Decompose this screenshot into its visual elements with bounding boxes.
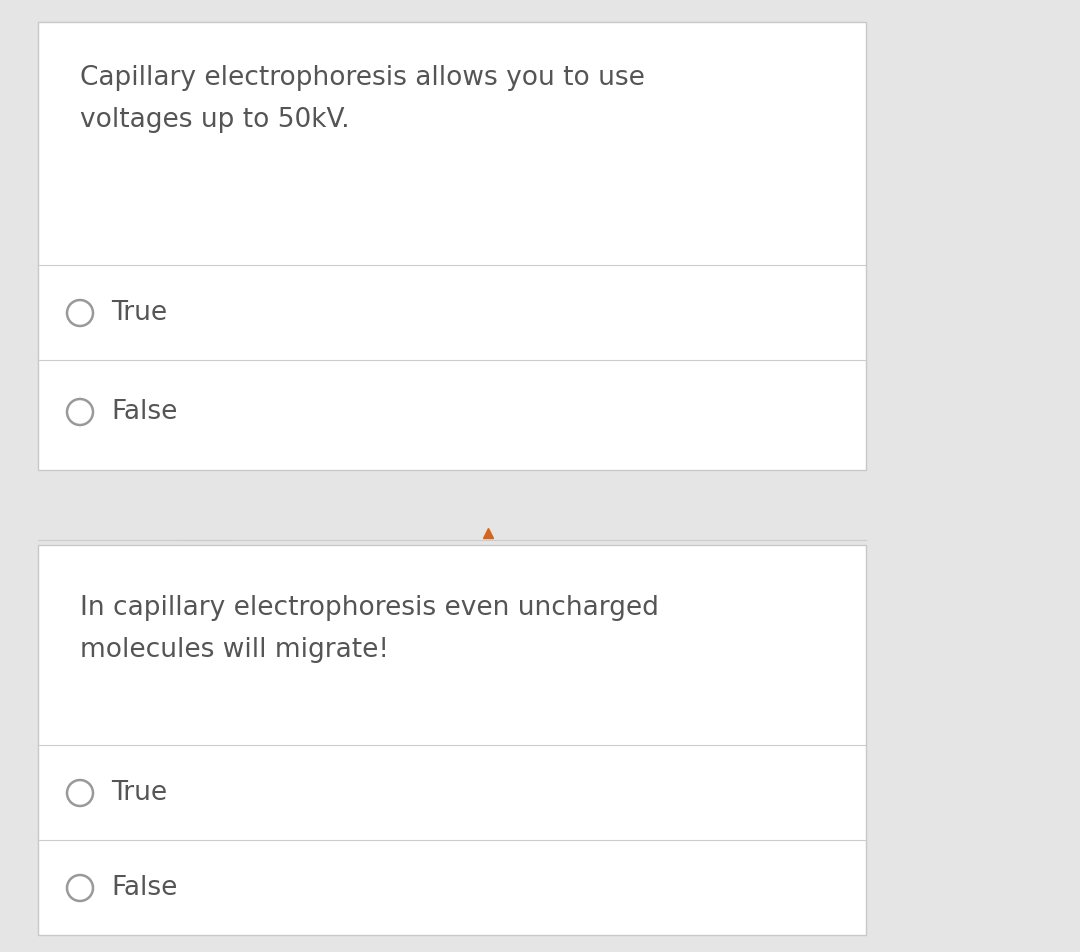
Text: False: False [111,875,177,901]
FancyBboxPatch shape [38,22,866,470]
Text: True: True [111,780,167,806]
Text: In capillary electrophoresis even uncharged
molecules will migrate!: In capillary electrophoresis even unchar… [80,595,659,663]
Text: True: True [111,300,167,326]
Text: Capillary electrophoresis allows you to use
voltages up to 50kV.: Capillary electrophoresis allows you to … [80,65,645,133]
Text: False: False [111,399,177,425]
FancyBboxPatch shape [38,545,866,935]
